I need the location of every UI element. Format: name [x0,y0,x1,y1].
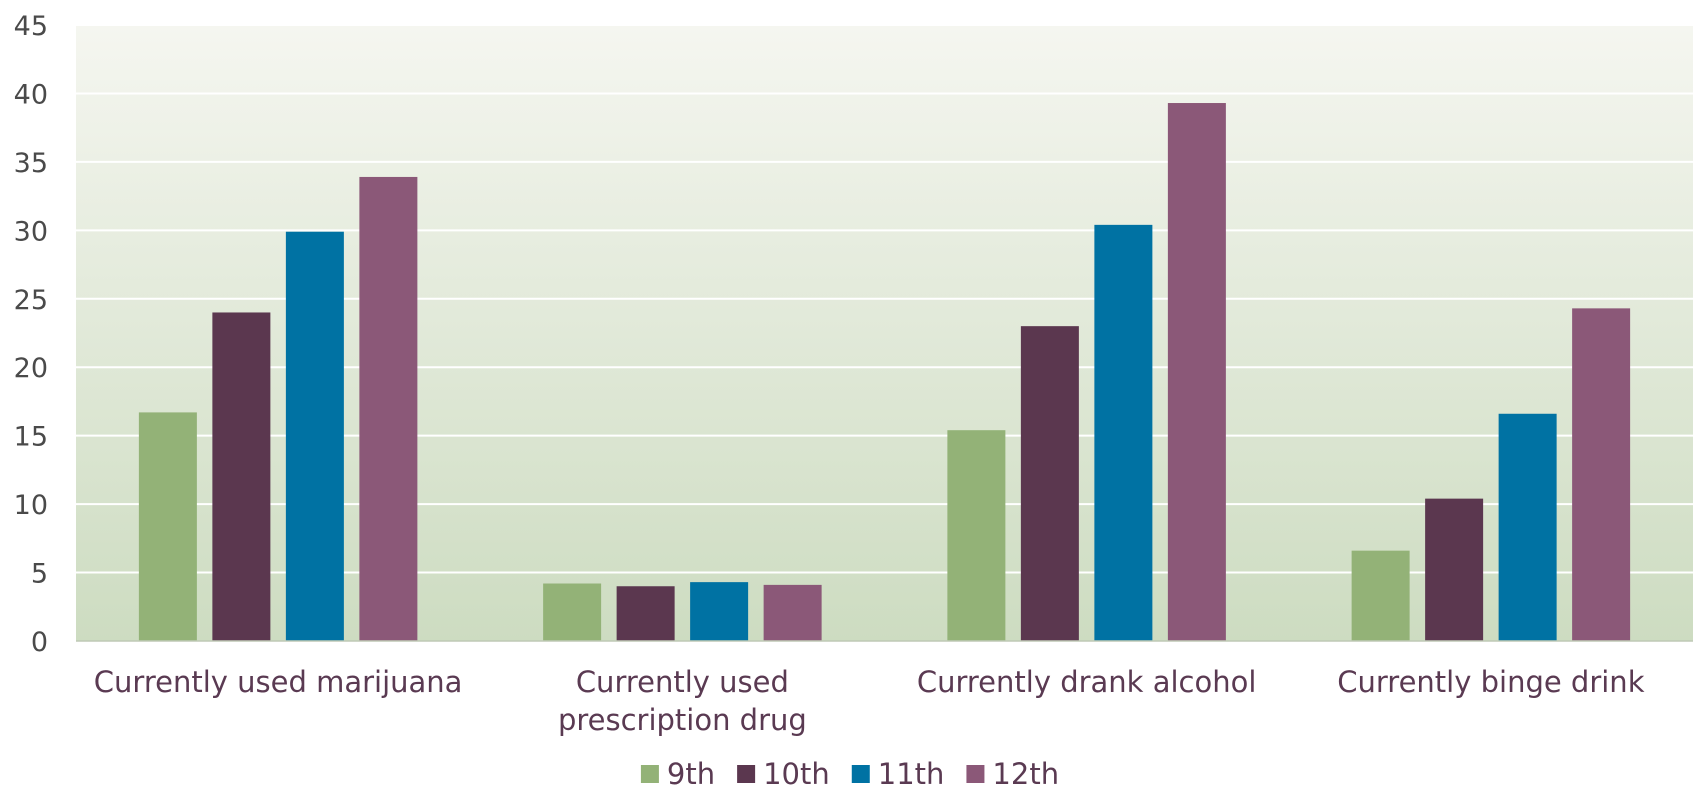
legend-item-10th: 10th [737,757,830,791]
bar-10th-1 [212,312,271,641]
y-tick-label: 40 [14,79,48,110]
bar-11th-1 [285,231,344,642]
y-tick-label: 10 [14,490,48,521]
legend-swatch [640,765,659,783]
bar-9th-1 [138,412,197,641]
plot-area [76,25,1693,641]
bar-11th-2 [690,582,749,641]
y-tick-label: 25 [14,285,48,316]
bar-12th-2 [763,584,822,641]
bar-10th-2 [616,586,675,641]
legend-swatch [737,765,756,783]
bar-10th-4 [1425,498,1484,641]
bar-9th-2 [543,583,602,641]
legend: 9th 10th 11th 12th [640,757,1059,791]
category-label-line: prescription drug [558,703,807,737]
legend-item-11th: 11th [851,757,945,791]
legend-item-12th: 12th [966,757,1059,791]
bar-10th-3 [1020,326,1079,641]
bar-12th-4 [1572,308,1631,641]
y-tick-label: 0 [31,627,48,658]
category-label: Currently drank alcohol [917,665,1257,699]
y-tick-label: 30 [14,216,48,247]
y-tick-label: 35 [14,148,48,179]
category-label: Currently used marijuana [94,665,463,699]
y-tick-label: 45 [14,11,48,42]
category-label-line: Currently used marijuana [94,665,463,699]
bar-11th-3 [1094,224,1153,641]
legend-label: 9th [667,757,715,791]
category-label: Currently used prescription drug [558,665,807,737]
y-tick-label: 15 [14,422,48,453]
bar-9th-3 [947,430,1006,641]
y-tick-label: 20 [14,353,48,384]
legend-item-9th: 9th [640,757,715,791]
bar-12th-3 [1167,103,1226,641]
legend-swatch [966,765,985,783]
legend-label: 10th [763,757,830,791]
gridlines [76,24,1693,574]
bar-11th-4 [1498,413,1557,641]
bar-9th-4 [1351,550,1410,641]
category-label-line: Currently binge drink [1337,665,1644,699]
legend-swatch [851,765,870,783]
bars [138,103,1631,642]
y-axis-tick-labels: 0 5 10 15 20 25 30 35 40 45 [14,11,48,658]
category-label: Currently binge drink [1337,665,1644,699]
bar-12th-1 [359,176,418,642]
category-label-line: Currently used [576,665,789,699]
legend-label: 11th [878,757,945,791]
category-labels: Currently used marijuana Currently used pr… [94,665,1645,737]
y-tick-label: 5 [31,559,48,590]
category-label-line: Currently drank alcohol [917,665,1257,699]
legend-label: 12th [992,757,1059,791]
